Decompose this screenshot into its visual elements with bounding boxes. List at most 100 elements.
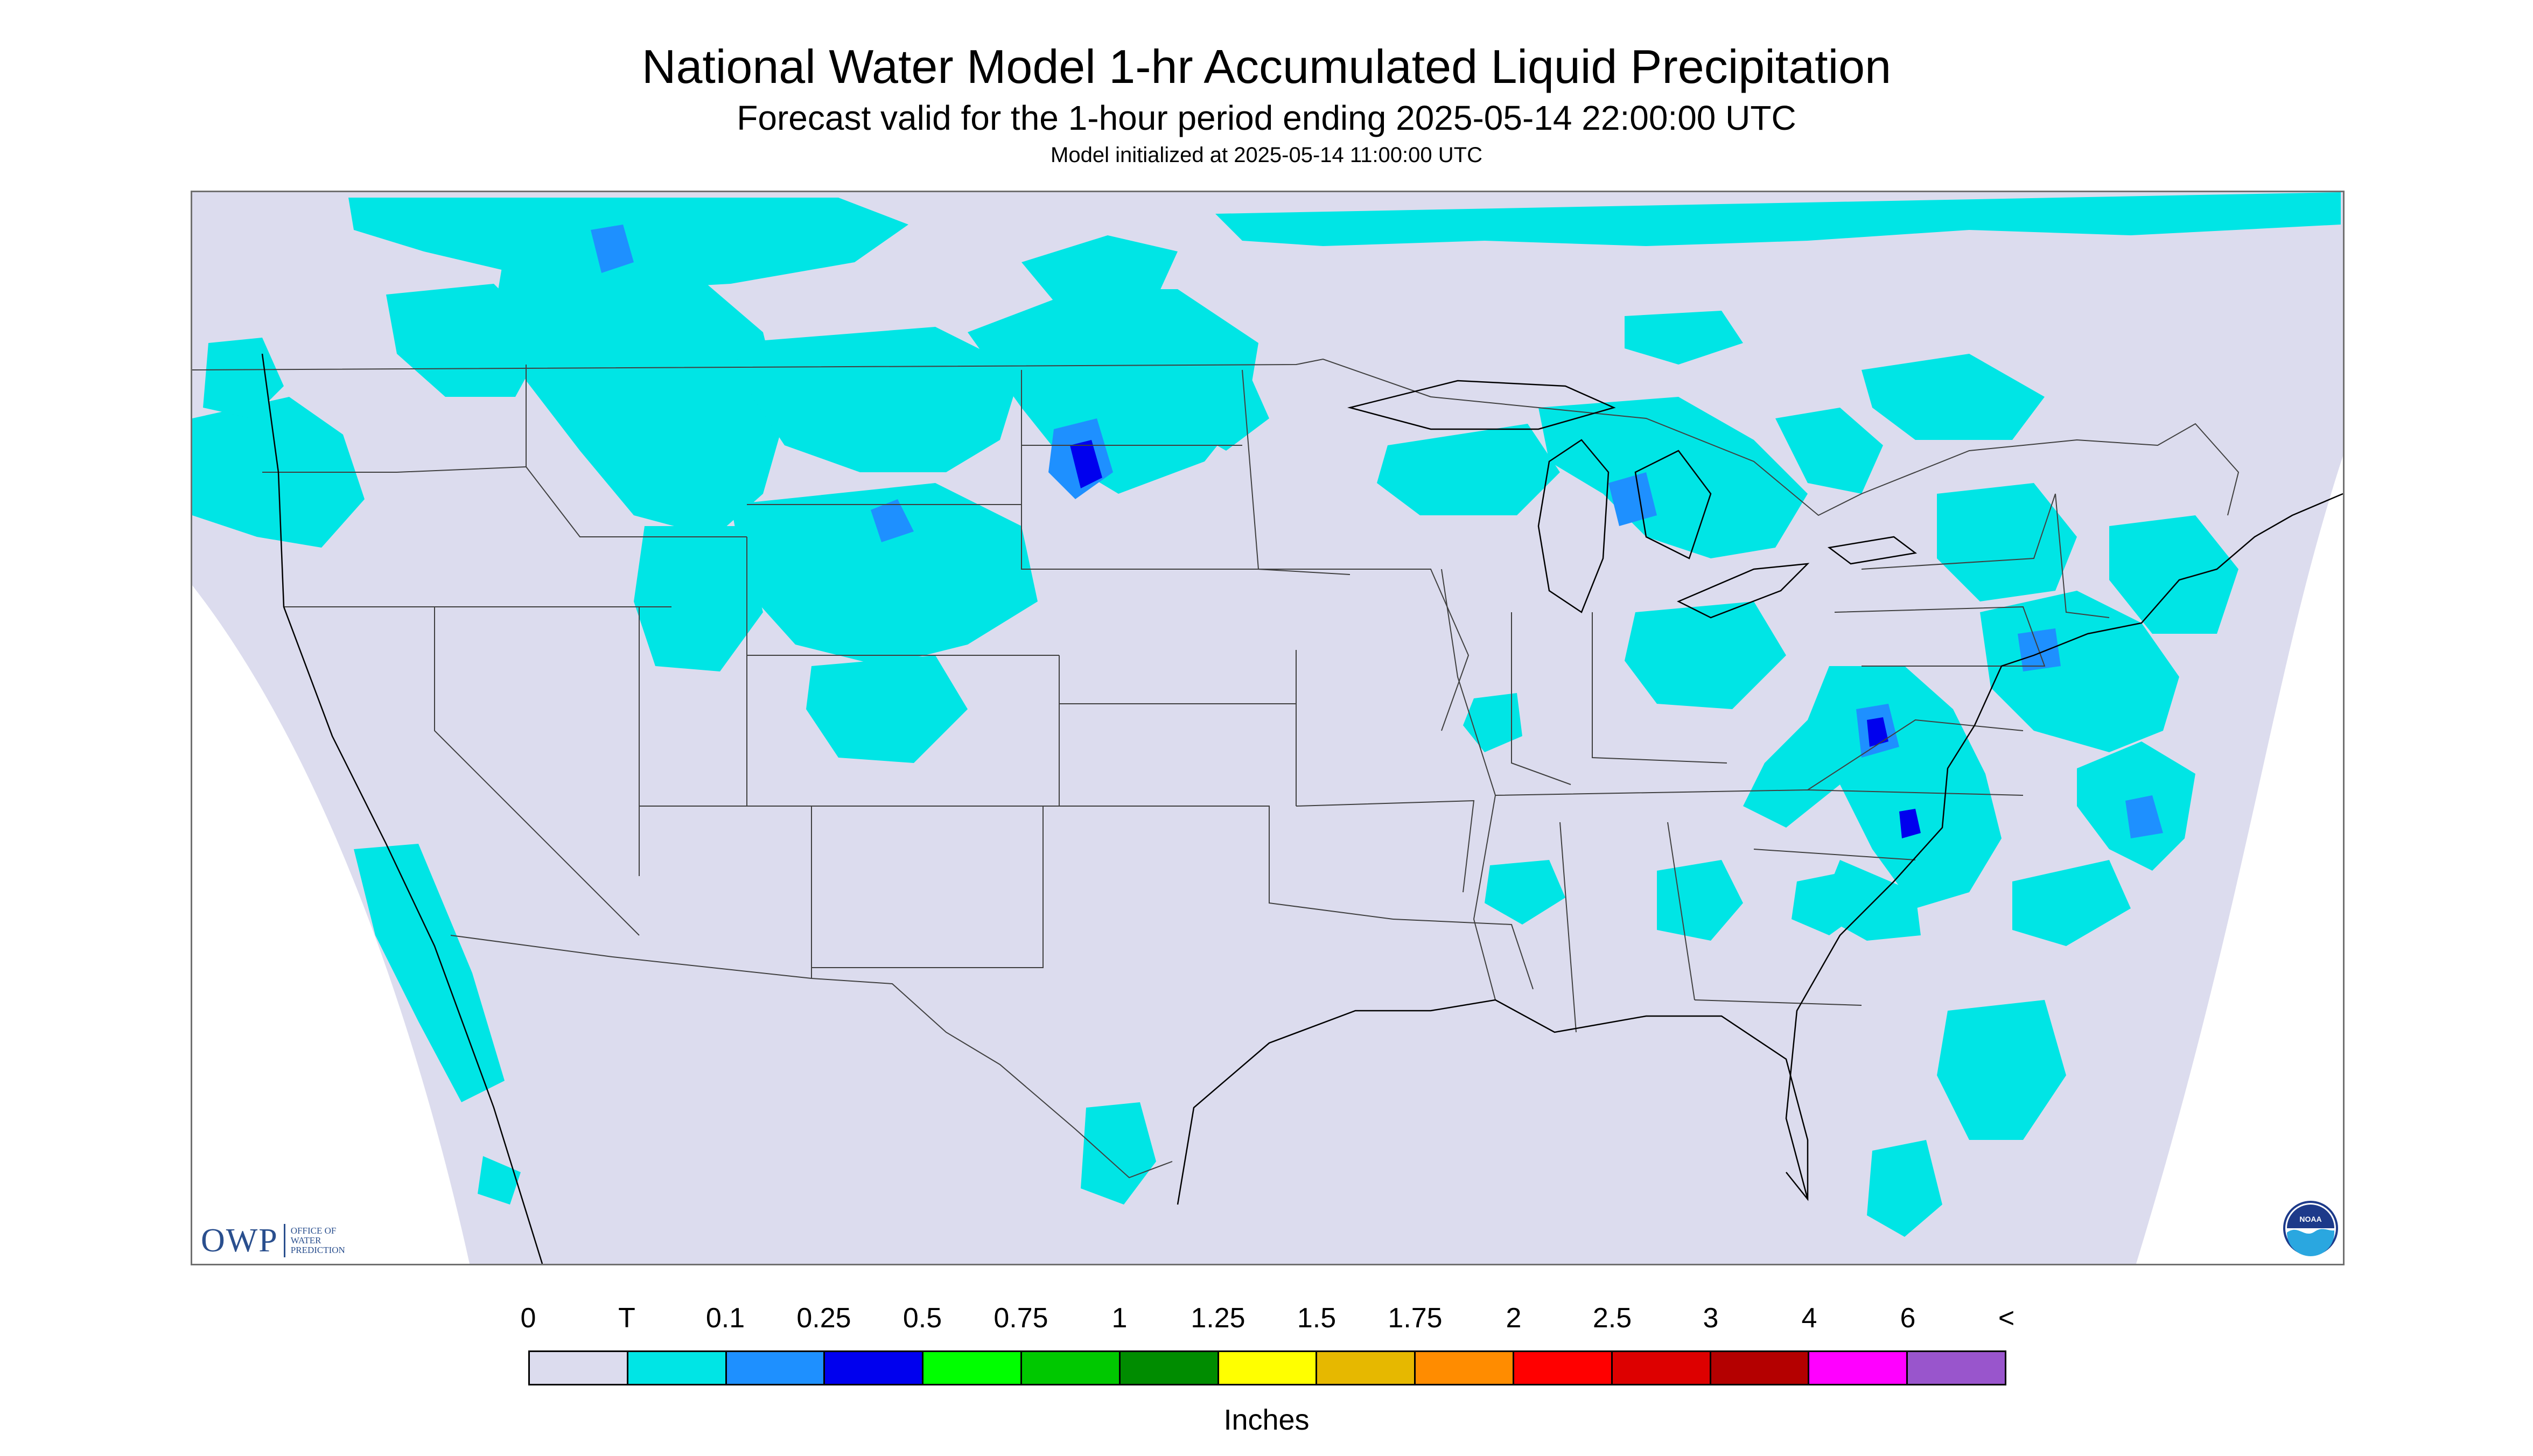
us-canada-border: [192, 358, 2240, 516]
legend-swatch-9: [1416, 1352, 1514, 1384]
precip-area-baja: [478, 1156, 521, 1205]
map-title: National Water Model 1-hr Accumulated Li…: [641, 40, 1892, 93]
title-block: National Water Model 1-hr Accumulated Li…: [0, 38, 2533, 170]
legend-swatch-10: [1514, 1352, 1613, 1384]
precip-area-northern-rockies: [731, 327, 1021, 472]
legend-label-11: 2.5: [1592, 1303, 1632, 1334]
state-line-pa: [1834, 606, 2046, 667]
state-line-va: [1807, 719, 2024, 790]
lake-ontario: [1827, 536, 1918, 565]
legend-label-3: 0.25: [796, 1303, 851, 1334]
legend-labels: 0 T 0.1 0.25 0.5 0.75 1 1.25 1.5 1.75 2 2.5 3 4 6 <: [0, 1302, 2533, 1340]
legend-label-13: 4: [1801, 1303, 1817, 1334]
precip-area-michigan-east: [1775, 408, 1883, 494]
legend-swatch-5: [1021, 1352, 1121, 1384]
legend-swatch-1: [628, 1352, 727, 1384]
legend-label-10: 2: [1506, 1303, 1522, 1334]
legend-swatch-13: [1809, 1352, 1908, 1384]
state-line-ok-tx: [1043, 806, 1394, 920]
precip-area-ohio-valley: [1625, 601, 1786, 709]
precip-area-mid-atlantic: [1980, 591, 2179, 752]
precip-area-new-england: [2109, 515, 2238, 634]
noaa-logo-icon: NOAA: [2283, 1201, 2338, 1256]
legend-swatch-7: [1219, 1352, 1318, 1384]
precip-area-colorado-utah: [634, 526, 763, 671]
state-line-oh: [1592, 612, 1727, 764]
state-line-dakotas: [1021, 370, 1258, 570]
state-line-ca-nv: [434, 607, 640, 936]
boundary-lines: [192, 358, 2240, 1179]
state-line-wa-or: [262, 466, 527, 473]
legend-label-4: 0.5: [902, 1303, 942, 1334]
legend-swatch-3: [825, 1352, 924, 1384]
precip-area-california-coast: [354, 844, 505, 1102]
precip-area-northwest: [494, 251, 785, 537]
state-line-nm-tx: [811, 806, 1044, 968]
map-subtitle: Forecast valid for the 1-hour period end…: [737, 99, 1796, 137]
legend-swatch-2: [726, 1352, 825, 1384]
precip-cell-nd-core: [1070, 440, 1102, 488]
owp-separator: [283, 1224, 285, 1257]
noaa-text: NOAA: [2299, 1215, 2321, 1223]
precip-area-appalachians: [1743, 666, 2002, 908]
precipitation-map: OWP OFFICE OF WATER PREDICTION NOAA: [191, 191, 2345, 1265]
legend-label-5: 0.75: [993, 1303, 1048, 1334]
legend-label-7: 1.25: [1191, 1303, 1245, 1334]
legend-swatch-0: [530, 1352, 628, 1384]
precip-area-quebec: [1625, 311, 1743, 365]
state-line-il-in: [1511, 612, 1571, 785]
precip-area-minnesota: [1188, 370, 1269, 451]
state-line-id-mt: [526, 365, 747, 537]
legend-label-1: T: [618, 1303, 635, 1334]
owp-word-3: PREDICTION: [290, 1245, 345, 1255]
gulf-coastline: [1177, 999, 1809, 1205]
map-canvas: [192, 192, 2343, 1264]
legend-label-14: 6: [1900, 1303, 1916, 1334]
legend-label-12: 3: [1703, 1303, 1719, 1334]
legend-label-0: 0: [520, 1303, 536, 1334]
legend-label-8: 1.5: [1297, 1303, 1337, 1334]
state-line-ia-mo: [1258, 569, 1470, 731]
lake-erie: [1677, 563, 1810, 619]
us-mexico-border: [450, 935, 1173, 1179]
pacific-coastline: [261, 353, 543, 1264]
precip-area-deep-south: [1485, 860, 1565, 925]
precip-area-colorado: [806, 655, 968, 763]
precip-area-great-lakes: [1538, 397, 1808, 558]
state-line-mo-ar: [1296, 800, 1475, 893]
precip-blue-cells: [1070, 440, 1921, 838]
precip-area-atlantic-offshore-4: [1867, 1140, 1942, 1237]
owp-logo: OWP OFFICE OF WATER PREDICTION: [201, 1220, 345, 1262]
precip-area-upper-midwest: [1377, 424, 1560, 515]
precip-area-north-dakota: [1021, 235, 1178, 327]
owp-words: OFFICE OF WATER PREDICTION: [291, 1226, 345, 1255]
precip-area-oregon-coast: [203, 338, 284, 418]
owp-letters: OWP: [201, 1222, 278, 1259]
precip-area-montana-dakotas: [968, 289, 1258, 494]
precip-area-georgia: [1792, 871, 1867, 935]
legend-colorbar: [528, 1350, 2006, 1385]
precip-area-atlantic-offshore-2: [2012, 860, 2131, 946]
state-line-ny: [1861, 493, 2056, 570]
model-init-text: Model initialized at 2025-05-14 11:00:00…: [1051, 143, 1482, 167]
state-line-nc-sc: [1753, 849, 1916, 860]
lake-michigan: [1537, 439, 1610, 613]
legend-swatch-6: [1120, 1352, 1219, 1384]
legend-swatch-14: [1908, 1352, 2005, 1384]
state-line-la: [1393, 919, 1534, 990]
precip-cell-va-core: [1867, 717, 1888, 747]
coastlines: [261, 353, 2343, 1264]
precip-cell-wyoming: [871, 499, 914, 542]
precip-area-mexico: [1081, 1102, 1156, 1205]
precip-area-atlantic-offshore-3: [1937, 1000, 2066, 1140]
precip-cell-nc-core: [1899, 809, 1921, 838]
precip-area-northeast: [1937, 483, 2077, 601]
precip-cell-offshore: [2125, 795, 2163, 838]
legend-swatch-12: [1711, 1352, 1810, 1384]
legend-swatch-11: [1612, 1352, 1711, 1384]
legend-label-6: 1: [1111, 1303, 1128, 1334]
precip-area-wyoming: [731, 483, 1038, 666]
legend-label-15: <: [1998, 1303, 2015, 1334]
owp-word-1: OFFICE OF: [290, 1226, 337, 1236]
precip-trace-regions: [192, 192, 2341, 1237]
